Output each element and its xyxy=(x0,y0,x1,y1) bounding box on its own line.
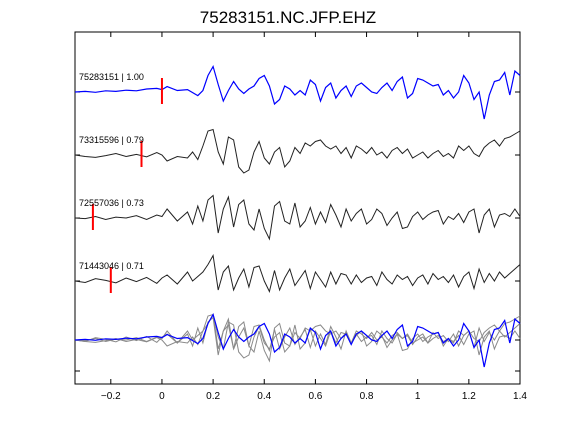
overlay-trace-1 xyxy=(74,313,521,359)
xtick-label-7: 1.2 xyxy=(462,391,476,402)
trace-label-1: 73315596 | 0.79 xyxy=(79,135,144,145)
xtick-label-1: 0 xyxy=(159,391,165,402)
trace-2 xyxy=(74,194,521,241)
trace-label-3: 71443046 | 0.71 xyxy=(79,261,144,271)
trace-0 xyxy=(74,64,521,120)
xtick-label-4: 0.6 xyxy=(308,391,322,402)
xtick-label-5: 0.8 xyxy=(360,391,374,402)
xtick-label-8: 1.4 xyxy=(513,391,527,402)
xtick-label-6: 1 xyxy=(415,391,421,402)
xtick-label-2: 0.2 xyxy=(206,391,220,402)
overlay-trace-0 xyxy=(74,312,521,368)
xtick-label-0: −0.2 xyxy=(101,391,121,402)
xtick-label-3: 0.4 xyxy=(257,391,271,402)
chart-title: 75283151.NC.JFP.EHZ xyxy=(199,8,377,27)
trace-3 xyxy=(74,253,521,293)
trace-label-0: 75283151 | 1.00 xyxy=(79,72,144,82)
trace-1 xyxy=(74,128,521,174)
trace-label-2: 72557036 | 0.73 xyxy=(79,198,144,208)
axes-frame xyxy=(74,31,521,385)
